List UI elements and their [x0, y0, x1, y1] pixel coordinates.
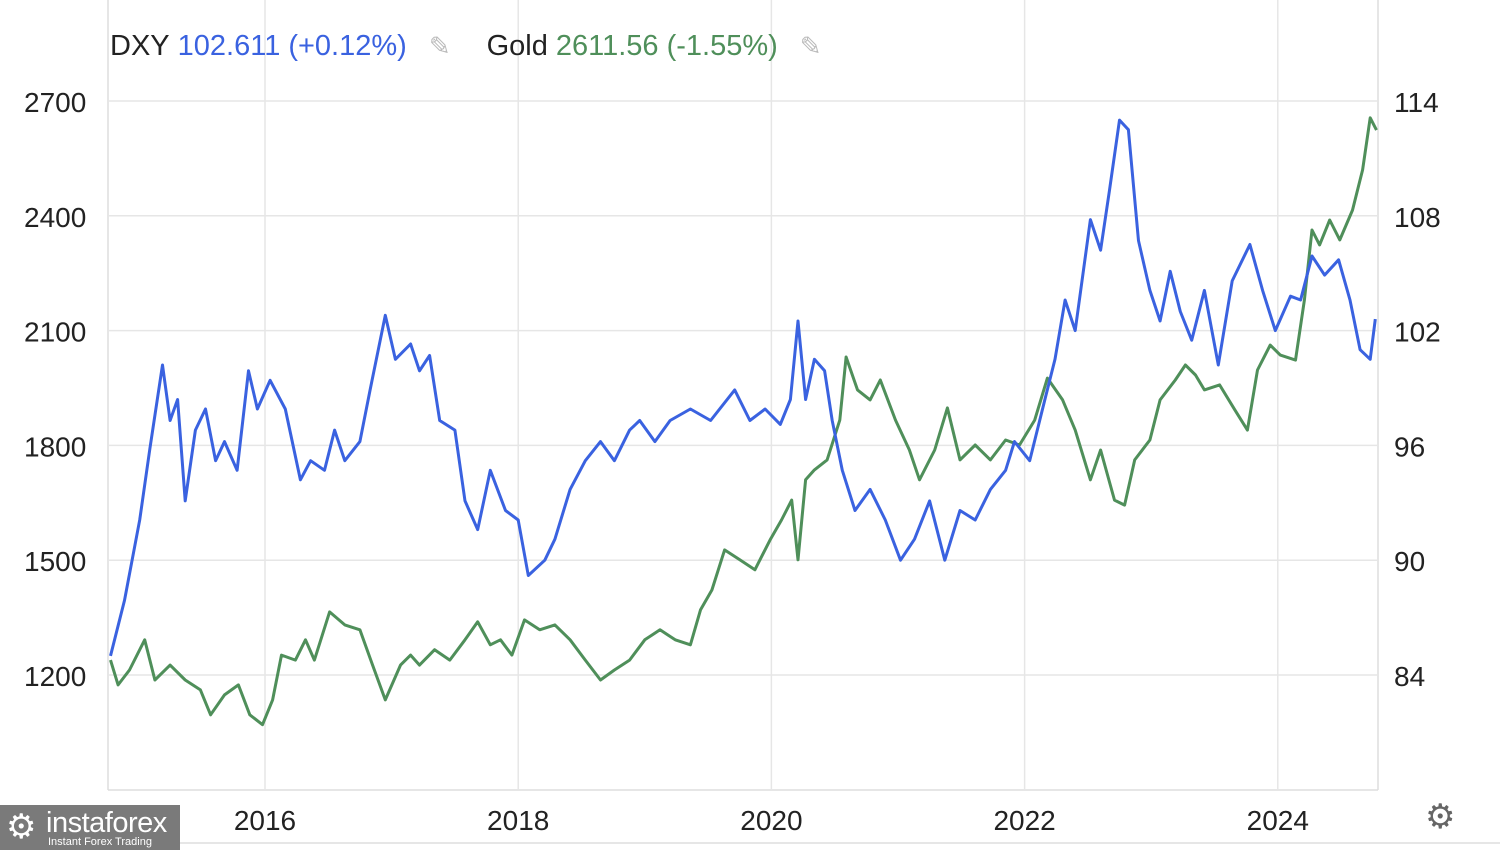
instaforex-logo: ⚙ instaforex Instant Forex Trading [0, 805, 180, 850]
x-tick-label: 2018 [487, 805, 549, 836]
y-right-tick-label: 114 [1394, 87, 1439, 118]
pencil-icon[interactable]: ✎ [428, 31, 451, 61]
series-line-gold [109, 116, 1378, 727]
x-tick-label: 2020 [740, 805, 802, 836]
x-tick-label: 2016 [234, 805, 296, 836]
y-right-tick-label: 108 [1394, 202, 1441, 233]
legend-gold-change: (-1.55%) [666, 30, 778, 62]
y-left-tick-label: 1200 [24, 661, 86, 692]
series-line-dxy [109, 118, 1377, 657]
y-right-tick-label: 96 [1394, 431, 1425, 462]
gear-icon[interactable]: ⚙ [1425, 798, 1456, 836]
legend-dxy-name[interactable]: DXY [110, 30, 170, 62]
y-left-tick-label: 1800 [24, 431, 86, 462]
y-right-tick-label: 102 [1394, 317, 1441, 348]
legend-dxy-change: (+0.12%) [288, 30, 407, 62]
legend-gold-value: 2611.56 [555, 30, 659, 62]
y-right-tick-label: 84 [1394, 661, 1425, 692]
tick-labels: 2700 2400 2100 1800 1500 1200 114 108 102 96 90 84 2… [24, 87, 1441, 836]
y-left-tick-label: 2400 [24, 202, 86, 233]
legend: DXY 102.611 (+0.12%) ✎ Gold 2611.56 (-1.… [110, 30, 850, 63]
logo-gear-icon: ⚙ [6, 808, 37, 846]
logo-name: instaforex [46, 807, 167, 839]
x-tick-label: 2024 [1247, 805, 1309, 836]
y-left-tick-label: 1500 [24, 546, 86, 577]
pencil-icon[interactable]: ✎ [799, 31, 822, 61]
logo-tagline: Instant Forex Trading [48, 836, 152, 848]
y-left-tick-label: 2100 [24, 317, 86, 348]
legend-gold-name[interactable]: Gold [486, 30, 548, 62]
y-right-tick-label: 90 [1394, 546, 1425, 577]
x-tick-label: 2022 [993, 805, 1055, 836]
y-left-tick-label: 2700 [24, 87, 86, 118]
series-group [109, 116, 1378, 727]
legend-dxy-value: 102.611 [177, 30, 281, 62]
